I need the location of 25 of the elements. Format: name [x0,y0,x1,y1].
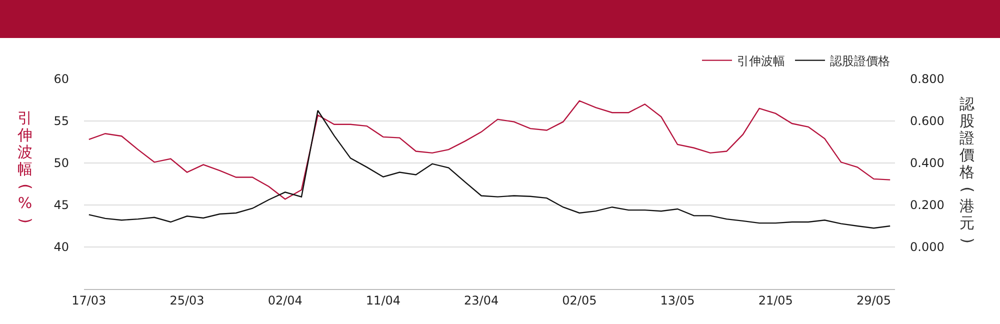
line-series [88,110,891,229]
legend-label: 引伸波幅 [737,54,785,68]
y2-tick-label: 0.000 [910,240,944,254]
y-tick-label: 40 [54,240,69,254]
x-tick-label: 13/05 [660,293,695,308]
y2-tick-label: 0.400 [910,156,944,170]
y2-tick-label: 0.200 [910,198,944,212]
y2-tick-label: 0.600 [910,114,944,128]
legend-label: 認股證價格 [830,54,890,68]
x-tick-label: 23/04 [464,293,499,308]
text: 認股證價格(港元) [958,95,976,244]
x-tick-label: 11/04 [366,293,401,308]
y2-tick-label: 0.800 [910,72,944,86]
x-tick-label: 17/03 [72,293,106,308]
y-tick-label: 45 [54,198,69,212]
x-tick-label: 02/04 [268,293,302,308]
y-axis-title: 引伸波幅(%) [16,109,34,226]
x-tick-label: 21/05 [758,293,793,308]
x-tick-label: 25/03 [170,293,204,308]
y-tick-label: 55 [54,114,69,128]
y-tick-label: 50 [54,156,69,170]
line-series [88,100,891,200]
x-tick-label: 29/05 [856,293,892,308]
x-tick-label: 02/05 [562,293,597,308]
y-tick-label: 60 [54,72,69,86]
